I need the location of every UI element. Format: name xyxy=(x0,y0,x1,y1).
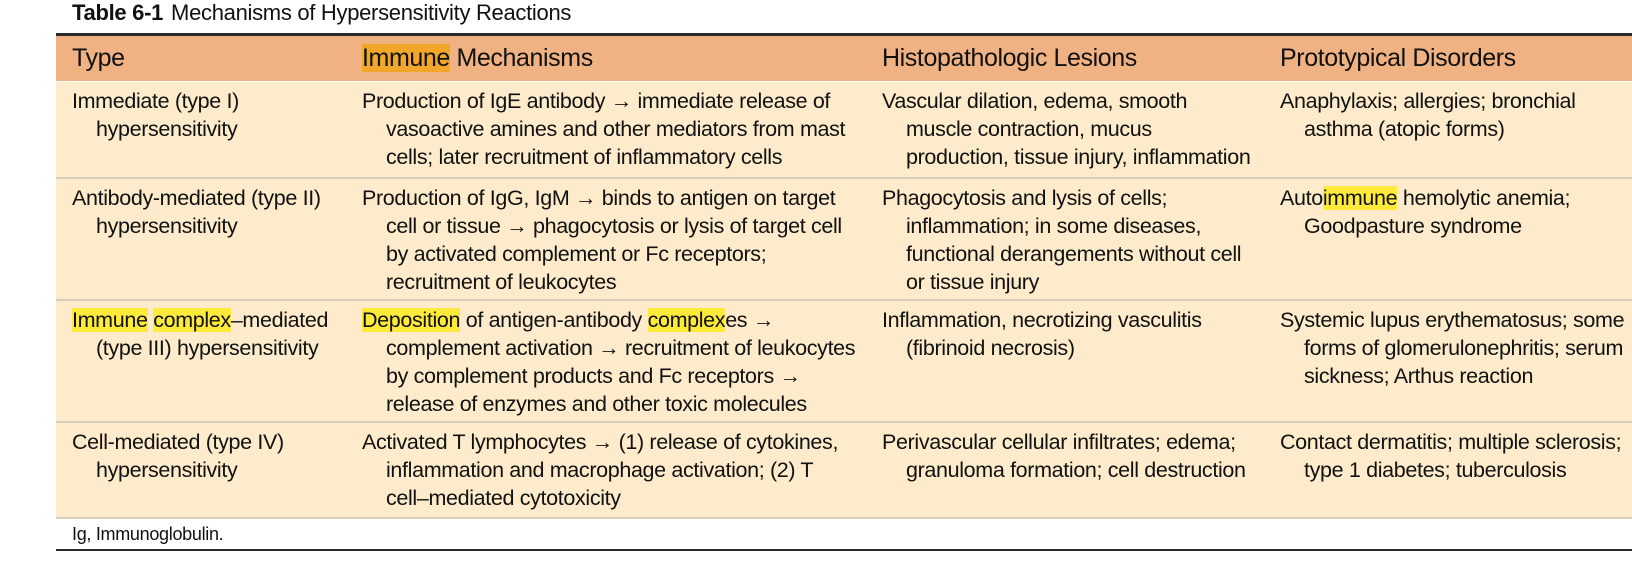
table-top-rule xyxy=(56,33,1632,36)
table-row: Cell-mediated (type IV) hypersensitivity… xyxy=(56,421,1632,517)
table-caption: Table 6-1 Mechanisms of Hypersensitivity … xyxy=(72,0,571,28)
header-type: Type xyxy=(72,44,125,72)
cell-disorders: Systemic lupus erythematosus; some forms… xyxy=(1280,308,1625,388)
mechanism-text: of antigen-antibody xyxy=(460,308,648,332)
highlight-immune: Immune xyxy=(362,44,450,72)
highlight-immune: Immune xyxy=(72,308,148,332)
cell-mechanism: Activated T lymphocytes → (1) release of… xyxy=(362,430,839,510)
table-row: Immune complex–mediated (type III) hyper… xyxy=(56,299,1632,421)
cell-disorders: Anaphylaxis; allergies; bronchial asthma… xyxy=(1280,89,1576,141)
hypersensitivity-table: Type Immune Mechanisms Histopathologic L… xyxy=(56,33,1632,551)
table-footnote: Ig, Immunoglobulin. xyxy=(72,524,224,544)
cell-type: Immediate (type I) hypersensitivity xyxy=(72,89,239,141)
table-title: Mechanisms of Hypersensitivity Reactions xyxy=(171,0,572,25)
header-lesions: Histopathologic Lesions xyxy=(882,44,1137,72)
cell-type: Antibody-mediated (type II) hypersensiti… xyxy=(72,186,321,238)
cell-lesions: Vascular dilation, edema, smooth muscle … xyxy=(882,89,1251,169)
table-row: Immediate (type I) hypersensitivity Prod… xyxy=(56,81,1632,177)
cell-disorders: Autoimmune hemolytic anemia; Goodpasture… xyxy=(1264,179,1632,301)
disorder-text: Auto xyxy=(1280,186,1323,210)
highlight-complex: complex xyxy=(153,308,231,332)
cell-lesions: Perivascular cellular infiltrates; edema… xyxy=(882,430,1246,482)
table-row: Antibody-mediated (type II) hypersensiti… xyxy=(56,177,1632,299)
header-mechanisms: Immune Mechanisms xyxy=(346,36,866,81)
mechanism-text: es → complement activation → recruitment… xyxy=(386,308,856,416)
highlight-deposition: Deposition xyxy=(362,308,461,332)
cell-mechanism: Production of IgE antibody → immediate r… xyxy=(362,89,846,169)
table-number: Table 6-1 xyxy=(72,0,164,25)
cell-lesions: Phagocytosis and lysis of cells; inflamm… xyxy=(882,186,1242,294)
footnote-rule xyxy=(56,517,1632,519)
highlight-immune: immune xyxy=(1322,186,1398,210)
cell-type: Cell-mediated (type IV) hypersensitivity xyxy=(72,430,284,482)
table-header-row: Type Immune Mechanisms Histopathologic L… xyxy=(56,36,1632,81)
cell-disorders: Contact dermatitis; multiple sclerosis; … xyxy=(1280,430,1622,482)
header-mechanisms-rest: Mechanisms xyxy=(449,44,593,72)
highlight-complex: complex xyxy=(647,308,726,332)
header-disorders: Prototypical Disorders xyxy=(1280,44,1516,72)
cell-type: Immune complex–mediated (type III) hyper… xyxy=(56,301,346,423)
cell-mechanism: Deposition of antigen-antibody complexes… xyxy=(346,301,866,423)
cell-mechanism: Production of IgG, IgM → binds to antige… xyxy=(362,186,842,294)
table-bottom-rule xyxy=(56,549,1632,551)
cell-lesions: Inflammation, necrotizing vasculitis (fi… xyxy=(882,308,1202,360)
type-text: –mediated (type III) hypersensitivity xyxy=(96,308,329,360)
disorder-text: hemolytic anemia; Goodpasture syndrome xyxy=(1304,186,1571,238)
